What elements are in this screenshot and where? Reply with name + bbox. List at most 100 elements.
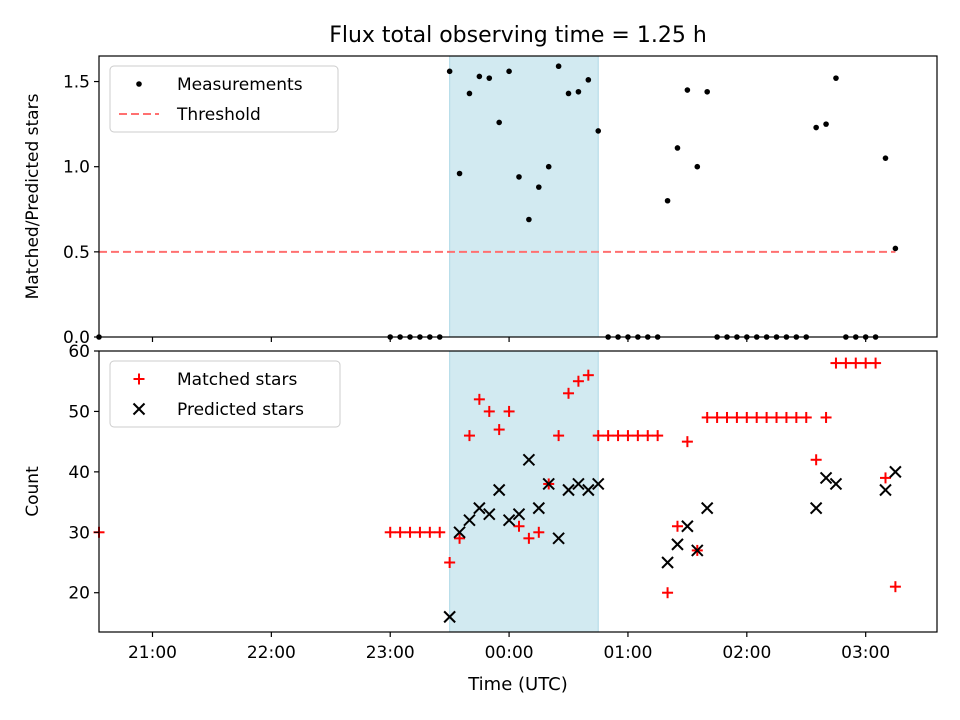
marker-stroke (700, 501, 714, 515)
measurement-point (892, 245, 899, 252)
legend-label: Matched stars (177, 370, 297, 390)
x-tick-label: 23:00 (366, 643, 415, 663)
marker-stroke (889, 465, 902, 479)
matched-star-marker (582, 369, 594, 381)
marker-stroke (691, 544, 704, 557)
x-axis-label: Time (UTC) (467, 674, 568, 695)
legend-box (109, 360, 341, 428)
predicted-star-marker (552, 532, 565, 545)
legend-predicted-marker (132, 402, 146, 416)
measurement-point (585, 77, 592, 83)
observing-window-span (449, 350, 599, 633)
matched-star-marker (830, 357, 842, 369)
matched-star-marker (870, 357, 882, 369)
measurement-point (674, 145, 681, 151)
marker-stroke (532, 501, 546, 515)
measurement-point (536, 184, 542, 190)
matched-star-marker (553, 430, 565, 442)
marker-stroke (463, 513, 476, 527)
matched-star-marker (444, 557, 456, 569)
y-tick-label: 40 (68, 463, 90, 483)
predicted-star-marker (582, 483, 595, 497)
marker-stroke (483, 507, 496, 521)
predicted-star-marker (512, 507, 526, 521)
measurement-point (516, 174, 522, 180)
matched-star-marker (741, 411, 753, 423)
measurement-point (882, 155, 889, 161)
matched-star-marker (473, 393, 485, 405)
marker-stroke (562, 483, 575, 497)
y-tick-label: 0.5 (63, 243, 90, 263)
matched-star-marker (840, 357, 852, 369)
marker-stroke (443, 610, 456, 624)
predicted-star-marker (532, 501, 546, 515)
measurement-point (526, 216, 532, 223)
legend-label: Measurements (177, 75, 303, 95)
predicted-star-marker (661, 556, 674, 569)
legend-measurement-marker (136, 81, 142, 87)
predicted-star-marker (542, 477, 555, 491)
predicted-star-marker (453, 526, 466, 539)
marker-stroke (522, 453, 536, 466)
y-tick-label: 30 (68, 523, 90, 543)
marker-stroke (572, 477, 585, 491)
measurement-point (833, 75, 839, 81)
x-tick-label: 01:00 (603, 643, 652, 663)
observing-window-span (449, 55, 599, 338)
ratio-panel: 0.0 0.5 1.0 1.5 Matched/Predicted stars Measu… (23, 55, 938, 348)
matched-star-marker (572, 375, 584, 387)
y-axis-label: Matched/Predicted stars (23, 93, 43, 299)
matched-star-marker (850, 357, 862, 369)
x-tick-label: 22:00 (247, 643, 296, 663)
y-tick-label: 20 (68, 584, 90, 604)
marker-stroke (829, 477, 843, 491)
measurement-point (545, 163, 552, 170)
marker-stroke (592, 477, 605, 491)
y-tick-label: 50 (68, 402, 90, 422)
predicted-star-marker (562, 483, 575, 497)
matched-star-marker (454, 532, 466, 544)
matched-star-marker (780, 411, 792, 423)
predicted-star-marker (463, 513, 476, 527)
matched-star-marker (889, 581, 901, 593)
predicted-star-marker (483, 507, 496, 521)
y-tick-label: 0.0 (63, 328, 90, 348)
marker-stroke (542, 477, 555, 491)
marker-stroke (681, 520, 694, 533)
measurement-point (506, 68, 512, 75)
measurement-point (575, 88, 582, 95)
matched-star-marker (671, 520, 683, 532)
predicted-star-marker (889, 465, 902, 479)
matched-star-marker (523, 532, 535, 544)
predicted-star-marker (592, 477, 605, 491)
marker-stroke (661, 556, 674, 569)
predicted-star-marker (473, 501, 486, 515)
matched-star-marker (681, 436, 693, 448)
matched-star-marker (731, 411, 743, 423)
matched-star-marker (771, 411, 783, 423)
measurement-point (555, 63, 562, 70)
matched-star-marker (800, 411, 812, 423)
predicted-star-marker (681, 520, 694, 533)
axes-frame (98, 55, 938, 338)
matched-star-marker (592, 430, 604, 442)
measurement-point (486, 75, 493, 81)
measurement-point (694, 163, 701, 170)
matched-star-marker (563, 387, 575, 399)
matched-star-marker (662, 587, 674, 599)
measurement-point (684, 87, 691, 93)
matched-star-marker (711, 411, 723, 423)
matched-star-marker (493, 424, 505, 436)
matched-star-marker (622, 430, 634, 442)
x-tick-label: 03:00 (841, 643, 890, 663)
matched-star-marker (721, 411, 733, 423)
count-panel: 20 30 40 50 60 21:00 22:00 23:00 00:00 01:00 02:00… (23, 342, 938, 663)
axes-frame (98, 350, 938, 633)
matched-star-marker (632, 430, 644, 442)
marker-stroke (453, 526, 466, 539)
measurement-point (476, 73, 483, 80)
predicted-star-marker (809, 501, 823, 515)
matched-star-marker (513, 520, 525, 532)
marker-stroke (502, 513, 516, 527)
